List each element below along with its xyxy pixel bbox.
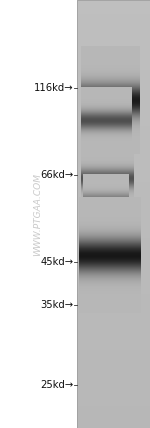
Bar [77, 0, 150, 428]
Text: 45kd→: 45kd→ [40, 257, 73, 267]
Text: 25kd→: 25kd→ [40, 380, 73, 390]
Text: 66kd→: 66kd→ [40, 170, 73, 180]
Text: 116kd→: 116kd→ [34, 83, 73, 93]
Text: 35kd→: 35kd→ [40, 300, 73, 310]
Text: WWW.PTGAA.COM: WWW.PTGAA.COM [33, 172, 42, 256]
